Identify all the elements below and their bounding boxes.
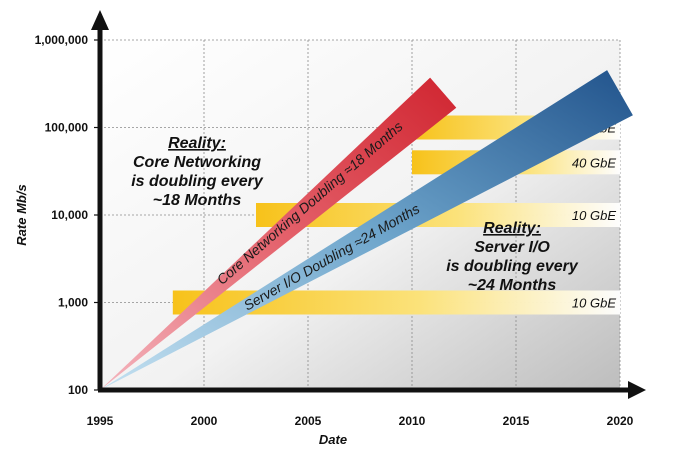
annotation-line: Server I/O bbox=[474, 239, 550, 256]
annotation-line: ~18 Months bbox=[153, 192, 242, 209]
x-axis-arrow bbox=[628, 381, 646, 399]
x-tick-label: 1995 bbox=[87, 414, 114, 428]
annotation-line: is doubling every bbox=[131, 173, 264, 190]
y-tick-label: 100,000 bbox=[45, 121, 89, 135]
annotation: Reality: Server I/O is doubling every ~24 M… bbox=[446, 220, 579, 294]
annotation: Reality: Core Networking is doubling every… bbox=[131, 135, 264, 209]
annotation-heading: Reality: bbox=[168, 135, 226, 152]
y-tick-label: 1,000,000 bbox=[35, 33, 89, 47]
y-axis-arrow bbox=[91, 10, 109, 30]
annotation-line: ~24 Months bbox=[468, 277, 557, 294]
band-label: 10 GbE bbox=[572, 296, 616, 311]
x-tick-label: 2005 bbox=[295, 414, 322, 428]
y-tick-label: 100 bbox=[68, 383, 88, 397]
tick-labels: 1995 2000 2005 2010 2015 2020 100 1,000 10,000 10… bbox=[35, 33, 634, 428]
axes bbox=[91, 10, 646, 399]
band-label: 10 GbE bbox=[572, 208, 616, 223]
annotation-line: Core Networking bbox=[133, 154, 261, 171]
annotation-line: is doubling every bbox=[446, 258, 579, 275]
y-axis-title: Rate Mb/s bbox=[14, 184, 29, 245]
series-band bbox=[100, 77, 457, 390]
y-tick-label: 10,000 bbox=[51, 208, 88, 222]
y-tick-label: 1,000 bbox=[58, 296, 88, 310]
annotations: Reality: Core Networking is doubling every… bbox=[131, 135, 579, 294]
series-band bbox=[100, 70, 633, 390]
x-tick-label: 2015 bbox=[503, 414, 530, 428]
x-axis-title: Date bbox=[319, 432, 347, 447]
annotation-heading: Reality: bbox=[483, 220, 541, 237]
x-tick-label: 2020 bbox=[607, 414, 634, 428]
band-label: 40 GbE bbox=[572, 155, 616, 170]
x-tick-label: 2000 bbox=[191, 414, 218, 428]
x-tick-label: 2010 bbox=[399, 414, 426, 428]
